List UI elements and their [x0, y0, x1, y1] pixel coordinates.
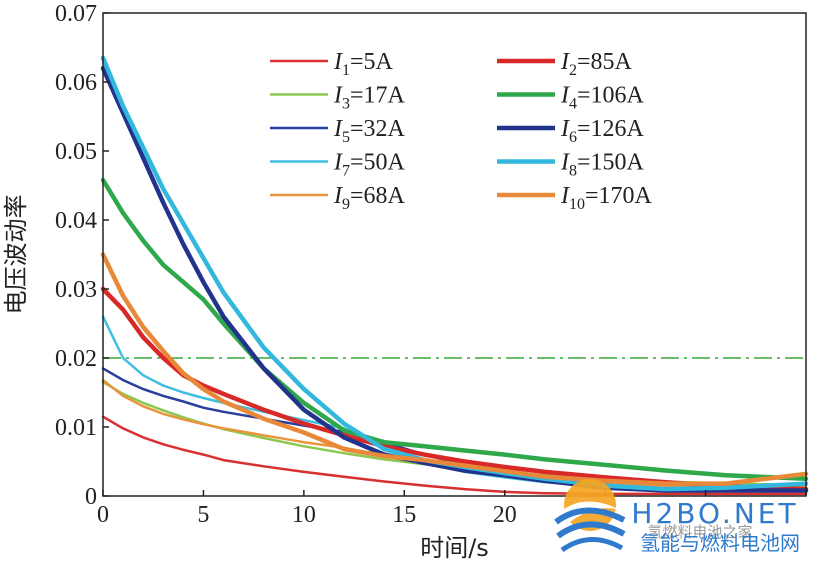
watermark-brand: H2BO.NET [631, 497, 798, 530]
legend-label-5: I5=32A [333, 116, 406, 146]
legend-label-1: I1=5A [333, 49, 394, 79]
series-line-9 [101, 378, 808, 489]
legend-label-10: I10=170A [560, 183, 653, 213]
y-tick-label: 0.03 [55, 277, 97, 303]
legend-label-4: I4=106A [560, 83, 645, 113]
legend-label-7: I7=50A [333, 150, 406, 180]
series-layer [100, 55, 809, 496]
x-tick-label: 15 [392, 502, 416, 528]
y-tick-label: 0.07 [55, 1, 97, 27]
watermark-line2: 氢能与燃料电池网 [640, 531, 800, 555]
y-tick-label: 0.06 [55, 70, 97, 96]
wave-logo-icon [554, 479, 626, 553]
y-axis-title: 电压波动率 [2, 195, 30, 315]
plot-frame [102, 12, 807, 497]
y-tick-label: 0 [85, 484, 97, 510]
y-tick-label: 0.04 [55, 208, 97, 234]
x-axis-title: 时间/s [420, 534, 489, 562]
series-line-4 [100, 177, 809, 482]
legend-label-3: I3=17A [333, 83, 406, 113]
axis-ticks: 0 5 10 15 20 0 0.01 0.02 0.03 0.04 0.05 0.06 0.07 [55, 1, 807, 528]
series-line-6 [100, 65, 809, 493]
legend-label-8: I8=150A [560, 150, 645, 180]
watermark-line1: 氢燃料电池之家 [647, 523, 752, 541]
x-tick-label: 5 [197, 502, 209, 528]
chart-legend: I1=5A I2=85A I3=17A I4=106A I5=32A I6=126A I7=… [270, 49, 653, 213]
y-tick-label: 0.02 [55, 346, 97, 372]
x-tick-label: 0 [97, 502, 109, 528]
y-tick-label: 0.05 [55, 139, 97, 165]
site-watermark: H2BO.NET 氢燃料电池之家 氢能与燃料电池网 [554, 479, 800, 555]
y-tick-label: 0.01 [55, 415, 97, 441]
legend-label-9: I9=68A [333, 183, 406, 213]
legend-label-6: I6=126A [560, 116, 645, 146]
x-tick-label: 20 [493, 502, 517, 528]
series-line-2 [100, 286, 809, 492]
legend-label-2: I2=85A [560, 49, 633, 79]
series-line-10 [100, 252, 809, 486]
x-tick-label: 10 [292, 502, 316, 528]
